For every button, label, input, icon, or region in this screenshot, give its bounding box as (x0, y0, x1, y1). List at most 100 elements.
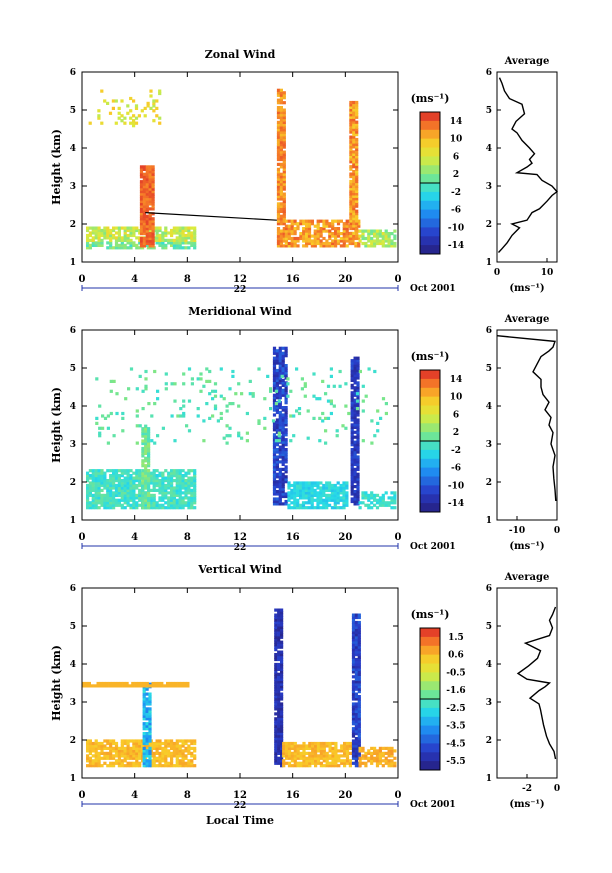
heatmap-cell (353, 497, 357, 501)
heatmap-cell (155, 233, 159, 238)
colorbar-tick-label: 2 (453, 170, 459, 180)
heatmap-cell (88, 741, 92, 746)
heatmap-cell (312, 372, 316, 376)
heatmap-cell (334, 244, 338, 248)
heatmap-cell (279, 118, 283, 122)
heatmap-cell (142, 684, 146, 688)
heatmap-cell (161, 754, 165, 758)
heatmap-cell (350, 448, 354, 452)
heatmap-cell (94, 469, 98, 473)
heatmap-cell (152, 756, 156, 760)
heatmap-cell (172, 493, 176, 497)
heatmap-cell (364, 751, 368, 755)
heatmap-cell (161, 751, 165, 755)
heatmap-cell (272, 438, 277, 442)
heatmap-cell (181, 474, 185, 478)
heatmap-cell (132, 124, 136, 128)
heatmap-cell (126, 238, 130, 242)
heatmap-cell (167, 764, 171, 768)
heatmap-cell (142, 239, 146, 243)
heatmap-cell (375, 761, 380, 765)
heatmap-cell (126, 471, 130, 475)
heatmap-cell (351, 628, 356, 632)
heatmap-cell (123, 756, 127, 760)
heatmap-cell (126, 226, 130, 230)
heatmap-cell (322, 486, 326, 490)
heatmap-cell (152, 751, 156, 755)
heatmap-cell (163, 684, 167, 688)
heatmap-cell (167, 761, 171, 765)
heatmap-cell (147, 471, 151, 475)
heatmap-cell (126, 741, 130, 746)
heatmap-cell (280, 645, 284, 649)
heatmap-cell (97, 479, 101, 483)
heatmap-cell (351, 662, 356, 667)
heatmap-cell (170, 744, 174, 748)
heatmap-cell (149, 488, 153, 492)
heatmap-cell (172, 241, 176, 245)
heatmap-cell (170, 474, 174, 478)
heatmap-cell (349, 157, 353, 161)
heatmap-cell (178, 479, 182, 483)
heatmap-cell (384, 232, 388, 236)
heatmap-cell (126, 104, 130, 108)
heatmap-cell (370, 746, 374, 750)
heatmap-cell (100, 483, 104, 488)
heatmap-cell (190, 493, 194, 497)
x-tick-label: 0 (79, 790, 86, 801)
heatmap-cell (145, 724, 149, 728)
heatmap-cell (316, 761, 321, 765)
gap-connector-line (145, 212, 277, 221)
heatmap-cell (278, 502, 282, 506)
heatmap-cell (357, 615, 361, 620)
heatmap-cell (148, 165, 152, 169)
heatmap-cell (178, 739, 182, 743)
heatmap-cell (284, 383, 288, 387)
heatmap-cell (142, 690, 146, 694)
heatmap-cell (349, 167, 353, 171)
heatmap-cell (328, 496, 332, 500)
heatmap-cell (277, 672, 281, 676)
heatmap-cell (301, 496, 306, 500)
heatmap-cell (319, 501, 323, 505)
colorbar-tick-label: -14 (448, 241, 464, 251)
heatmap-cell (190, 479, 194, 483)
heatmap-cell (333, 483, 337, 488)
heatmap-cell (141, 459, 145, 463)
profile-y-tick-label: 5 (486, 364, 492, 374)
heatmap-cell (282, 194, 286, 199)
heatmap-cell (119, 681, 123, 686)
heatmap-cell (278, 388, 282, 392)
heatmap-cell (148, 239, 152, 243)
heatmap-cell (334, 232, 338, 236)
heatmap-cell (299, 481, 303, 485)
heatmap-cell (356, 433, 360, 437)
heatmap-cell (181, 241, 185, 245)
colorbar-unit: (ms⁻¹) (411, 350, 450, 363)
y-tick-label: 4 (70, 144, 76, 154)
heatmap-cell (222, 436, 226, 440)
heatmap-cell (112, 479, 116, 483)
heatmap-cell (373, 756, 377, 760)
heatmap-cell (299, 751, 303, 755)
heatmap-cell (272, 482, 277, 486)
heatmap-cell (84, 684, 89, 688)
heatmap-cell (142, 702, 146, 706)
heatmap-cell (387, 754, 391, 758)
heatmap-cell (284, 408, 288, 412)
heatmap-cell (132, 114, 136, 118)
heatmap-cell (280, 662, 284, 667)
heatmap-cell (106, 483, 110, 488)
heatmap-cell (274, 648, 278, 652)
heatmap-cell (290, 239, 294, 243)
heatmap-cell (352, 165, 356, 169)
heatmap-cell (88, 483, 92, 488)
heatmap-cell (361, 439, 365, 443)
heatmap-cell (151, 681, 155, 686)
heatmap-cell (284, 232, 288, 236)
heatmap-cell (328, 744, 332, 748)
heatmap-cell (390, 761, 394, 765)
heatmap-cell (138, 469, 142, 473)
heatmap-cell (158, 506, 162, 510)
heatmap-cell (373, 434, 377, 438)
